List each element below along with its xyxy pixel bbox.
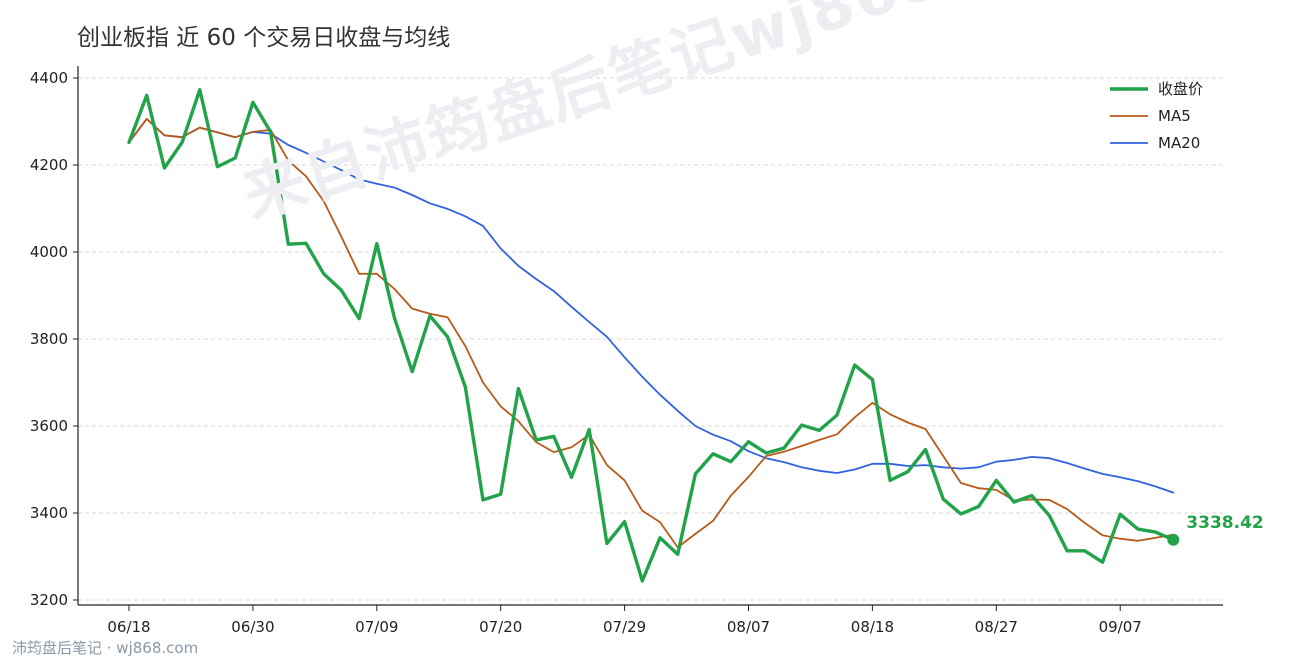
gridlines xyxy=(78,77,1223,601)
x-tick-label: 06/18 xyxy=(107,618,150,636)
footer-credit: 沛筠盘后笔记 · wj868.com xyxy=(12,639,199,657)
chart-title: 创业板指 近 60 个交易日收盘与均线 xyxy=(77,25,451,51)
x-tick-label: 07/20 xyxy=(479,618,522,636)
x-tick-label: 09/07 xyxy=(1099,618,1142,636)
legend-label: MA20 xyxy=(1158,134,1200,152)
y-tick-label: 3600 xyxy=(30,417,68,435)
x-tick-label: 08/07 xyxy=(727,618,770,636)
legend: 收盘价 MA5 MA20 xyxy=(1110,80,1203,152)
x-tick-label: 06/30 xyxy=(231,618,274,636)
series-line-收盘价 xyxy=(127,87,1176,583)
series-line-ma20 xyxy=(128,118,1175,494)
y-tick-label: 4400 xyxy=(30,69,68,87)
last-close-label: 3338.42 xyxy=(1186,513,1263,533)
y-tick-label: 3400 xyxy=(30,504,68,522)
legend-label: MA5 xyxy=(1158,107,1191,125)
y-tick-label: 3800 xyxy=(30,330,68,348)
series-layer xyxy=(127,87,1180,583)
y-tick-label: 4200 xyxy=(30,156,68,174)
y-tick-label: 4000 xyxy=(30,243,68,261)
series-line-ma5 xyxy=(128,118,1175,549)
legend-label: 收盘价 xyxy=(1158,80,1203,98)
x-tick-label: 08/27 xyxy=(975,618,1018,636)
x-tick-label: 07/09 xyxy=(355,618,398,636)
axes: 3200 3400 3600 3800 4000 4200 4400 06/18 06/30 07… xyxy=(30,66,1223,636)
y-tick-label: 3200 xyxy=(30,591,68,609)
last-close-marker xyxy=(1167,533,1180,546)
x-tick-label: 08/18 xyxy=(851,618,894,636)
x-tick-label: 07/29 xyxy=(603,618,646,636)
